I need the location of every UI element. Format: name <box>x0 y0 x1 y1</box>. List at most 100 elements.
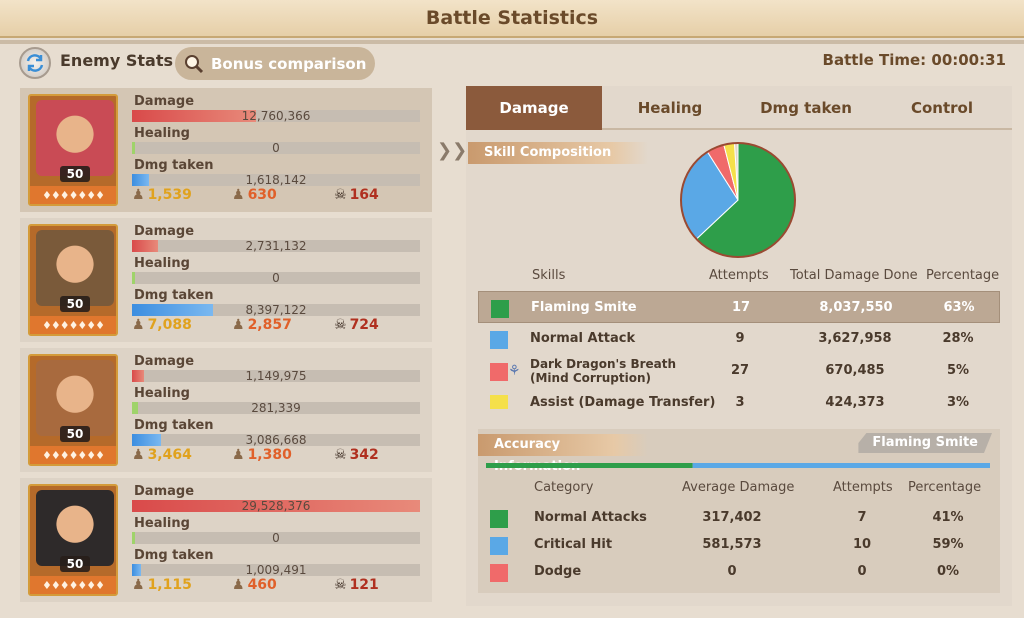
light-wounded-value: 7,088 <box>147 317 192 333</box>
bonus-comparison-button[interactable]: Bonus comparison <box>175 47 375 80</box>
magnifier-icon <box>185 54 204 73</box>
divider <box>0 40 1024 44</box>
damage-bar-fill <box>132 500 420 512</box>
accuracy-bar <box>486 463 990 468</box>
healing-bar-fill <box>132 142 135 154</box>
skill-total-damage: 8,037,550 <box>819 300 893 315</box>
skill-percentage: 5% <box>946 363 970 378</box>
dead-count: ☠ 121 <box>334 577 379 593</box>
selected-arrow-icon: ❯❯ <box>437 140 468 161</box>
healing-value: 281,339 <box>251 401 301 415</box>
enemy-stats-label[interactable]: Enemy Stats <box>60 51 173 70</box>
healing-bar-fill <box>132 272 135 284</box>
skill-color-swatch <box>490 363 508 381</box>
healing-bar: 0 <box>132 271 420 285</box>
category-avg-damage: 0 <box>727 564 737 579</box>
dead-count: ☠ 164 <box>334 187 379 203</box>
dead-value: 164 <box>349 187 379 203</box>
damage-bar: 29,528,376 <box>132 499 420 513</box>
col-category: Category <box>534 480 594 495</box>
dmg-taken-bar: 1,618,142 <box>132 173 420 187</box>
dead-count: ☠ 342 <box>334 447 379 463</box>
dmg-taken-label: Dmg taken <box>134 548 214 563</box>
dmg-taken-bar: 8,397,122 <box>132 303 420 317</box>
dmg-taken-bar-fill <box>132 434 161 446</box>
bonus-comparison-label: Bonus comparison <box>211 54 367 73</box>
healing-label: Healing <box>134 126 190 141</box>
hero-card[interactable]: 50 ♦♦♦♦♦♦♦ Damage 29,528,376 Healing 0 D… <box>20 478 432 602</box>
skill-icon: ⚘ <box>508 363 521 379</box>
hero-card[interactable]: 50 ♦♦♦♦♦♦♦ Damage 1,149,975 Healing 281,… <box>20 348 432 472</box>
damage-value: 2,731,132 <box>245 239 307 253</box>
category-color-swatch <box>490 537 508 555</box>
severe-wounded-icon: ♟ <box>232 577 245 593</box>
col-average-damage: Average Damage <box>682 480 795 495</box>
category-avg-damage: 581,573 <box>702 537 762 552</box>
skill-composition-header: Skill Composition <box>468 142 648 164</box>
category-percentage: 0% <box>936 564 960 579</box>
hero-star-row: ♦♦♦♦♦♦♦ <box>30 446 116 464</box>
tab-dmg-taken[interactable]: Dmg taken <box>760 99 852 117</box>
skull-icon: ☠ <box>334 317 347 333</box>
title-bar: Battle Statistics <box>0 0 1024 38</box>
tab-damage[interactable]: Damage <box>466 86 602 130</box>
light-wounded-count: ♟ 3,464 <box>132 447 192 463</box>
healing-value: 0 <box>272 271 280 285</box>
damage-label: Damage <box>134 94 195 109</box>
damage-bar-fill <box>132 110 256 122</box>
accuracy-row: Critical Hit 581,573 10 59% <box>478 529 1000 561</box>
category-percentage: 41% <box>932 510 964 525</box>
skill-name: Dark Dragon's Breath (Mind Corruption) <box>530 357 677 385</box>
unit-counts: ♟ 3,464 ♟ 1,380 ☠ 342 <box>132 447 422 467</box>
hero-level: 50 <box>60 556 90 572</box>
damage-bar: 12,760,366 <box>132 109 420 123</box>
severe-wounded-icon: ♟ <box>232 187 245 203</box>
tab-healing[interactable]: Healing <box>637 99 703 117</box>
skill-percentage: 3% <box>946 395 970 409</box>
col-acc-attempts: Attempts <box>833 480 893 495</box>
dead-value: 342 <box>349 447 379 463</box>
col-attempts: Attempts <box>709 268 769 283</box>
light-wounded-count: ♟ 1,115 <box>132 577 192 593</box>
hero-level: 50 <box>60 166 90 182</box>
hero-level: 50 <box>60 296 90 312</box>
stats-panel: Damage Healing Dmg taken Control Skill C… <box>466 86 1012 606</box>
severe-wounded-value: 1,380 <box>247 447 292 463</box>
skill-name: Flaming Smite <box>531 300 637 315</box>
damage-bar: 1,149,975 <box>132 369 420 383</box>
category-color-swatch <box>490 564 508 582</box>
accuracy-row: Dodge 0 0 0% <box>478 556 1000 588</box>
accuracy-header: Accuracy Information <box>478 434 648 474</box>
severe-wounded-value: 630 <box>247 187 277 203</box>
dmg-taken-bar: 1,009,491 <box>132 563 420 577</box>
dmg-taken-value: 1,618,142 <box>245 173 307 187</box>
dmg-taken-bar: 3,086,668 <box>132 433 420 447</box>
category-attempts: 10 <box>852 537 872 552</box>
skill-attempts: 27 <box>730 363 750 378</box>
skill-list[interactable]: Flaming Smite 17 8,037,550 63% Normal At… <box>466 291 1012 409</box>
skill-row[interactable]: Flaming Smite 17 8,037,550 63% <box>478 291 1000 323</box>
damage-value: 29,528,376 <box>241 499 311 513</box>
hero-card[interactable]: 50 ♦♦♦♦♦♦♦ Damage 2,731,132 Healing 0 Dm… <box>20 218 432 342</box>
category-avg-damage: 317,402 <box>702 510 762 525</box>
skill-row[interactable]: Normal Attack 9 3,627,958 28% <box>478 323 1000 355</box>
wounded-soldier-icon: ♟ <box>132 317 145 333</box>
accuracy-panel: Accuracy Information Flaming Smite Categ… <box>478 429 1000 593</box>
healing-bar-fill <box>132 402 138 414</box>
healing-bar: 281,339 <box>132 401 420 415</box>
severe-wounded-icon: ♟ <box>232 447 245 463</box>
skill-row[interactable]: Assist (Damage Transfer) 3 424,373 3% <box>478 387 1000 409</box>
tab-control[interactable]: Control <box>910 99 973 117</box>
light-wounded-value: 3,464 <box>147 447 192 463</box>
skill-color-swatch <box>490 331 508 349</box>
hero-card[interactable]: 50 ♦♦♦♦♦♦♦ Damage 12,760,366 Healing 0 D… <box>20 88 432 212</box>
hero-star-row: ♦♦♦♦♦♦♦ <box>30 576 116 594</box>
unit-counts: ♟ 7,088 ♟ 2,857 ☠ 724 <box>132 317 422 337</box>
skill-pie-chart <box>680 142 796 258</box>
switch-side-button[interactable] <box>19 47 51 79</box>
healing-bar-fill <box>132 532 135 544</box>
dmg-taken-bar-fill <box>132 304 213 316</box>
col-skills: Skills <box>532 268 566 283</box>
skill-row[interactable]: ⚘ Dark Dragon's Breath (Mind Corruption)… <box>478 355 1000 387</box>
col-total-damage: Total Damage Done <box>790 268 918 283</box>
